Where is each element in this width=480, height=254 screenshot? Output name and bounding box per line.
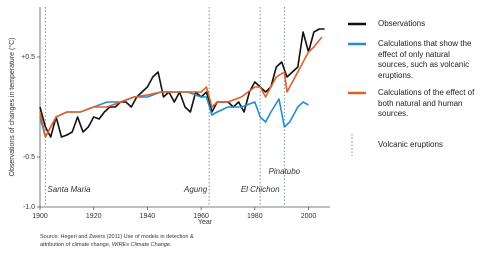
series-line [39, 36, 323, 138]
source-text: attribution of climate change, [40, 241, 112, 248]
source-text: WIREs Climate Change [111, 241, 170, 248]
y-axis-label: Observations of changes in temperature (… [8, 38, 16, 177]
volcano-label: Santa Maria [47, 185, 91, 194]
x-axis-label: Year [198, 219, 213, 226]
legend-label: Volcanic eruptions [378, 140, 443, 149]
x-tick-label: 1920 [86, 213, 102, 220]
x-tick-label: 1900 [32, 213, 48, 220]
x-tick-label: 2000 [301, 213, 317, 220]
x-tick-label: 1960 [193, 213, 209, 220]
y-tick-label: -1.0 [23, 204, 35, 211]
series-line [39, 28, 325, 138]
volcano-label: El Chichon [241, 185, 280, 194]
volcano-label: Pinatubo [269, 167, 301, 176]
y-tick-label: -0.5 [23, 154, 35, 161]
x-tick-label: 1980 [247, 213, 263, 220]
source-text: Source: Hegerl and Zweirs (2011) Use of … [40, 234, 194, 240]
source: Source: Hegerl and Zweirs (2011) Use of … [40, 234, 194, 249]
x-tick-label: 1940 [140, 213, 156, 220]
source-text: . [169, 241, 172, 248]
y-tick-label: +0.5 [21, 54, 35, 61]
series-line [39, 91, 309, 138]
legend-label: Calculations that show the effect of onl… [378, 39, 472, 80]
legend-label: Calculations of the effect of both natur… [378, 88, 475, 118]
legend-label: Observations [378, 19, 426, 28]
volcano-label: Agung [183, 185, 208, 194]
